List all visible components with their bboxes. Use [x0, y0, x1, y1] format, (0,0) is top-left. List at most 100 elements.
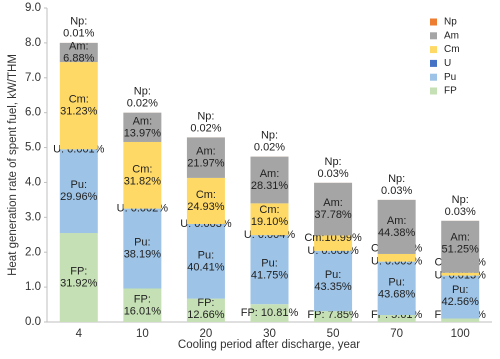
data-label-line: 0.03% — [317, 168, 348, 180]
y-tick-label: 9.0 — [25, 2, 41, 14]
y-axis-title: Heat generation rate of spent fuel, kW/T… — [7, 54, 19, 276]
legend-swatch — [430, 46, 437, 54]
data-label-line: Am: — [196, 146, 216, 158]
data-label-line: FP: — [134, 293, 151, 305]
legend-swatch — [430, 73, 437, 81]
data-label-line: Am: — [450, 231, 470, 243]
data-label-line: Cm: — [132, 163, 152, 175]
data-label-line: 6.88% — [63, 52, 94, 64]
data-label-line: Pu: — [261, 258, 278, 270]
data-label-line: FP: 10.81% — [241, 307, 299, 319]
data-label: Pu: 43.68% — [378, 276, 416, 300]
data-label-line: Pu: — [198, 249, 215, 261]
bar-segment — [123, 288, 162, 322]
legend-label: Np — [444, 17, 457, 28]
data-label-line: 24.93% — [187, 201, 225, 213]
x-tick-label: 100 — [451, 328, 470, 340]
data-label-line: 29.96% — [60, 191, 98, 203]
bar-segment — [250, 203, 289, 236]
bar-segment — [59, 233, 98, 322]
data-label: Np: 0.02% — [190, 110, 221, 134]
data-label: Pu: 42.56% — [442, 284, 480, 308]
legend-label: Am — [444, 30, 459, 41]
data-label-line: Np: — [388, 173, 405, 185]
data-label: FP: 12.66% — [187, 297, 225, 321]
data-label: Am: 44.38% — [378, 215, 416, 239]
data-label: Pu: 38.19% — [124, 236, 162, 260]
data-label-line: 0.02% — [190, 122, 221, 134]
data-label-line: Np: — [134, 86, 151, 98]
data-label: Cm: 31.23% — [60, 94, 98, 118]
bar-segment — [314, 311, 353, 322]
y-tick-label: 0.0 — [25, 316, 41, 328]
data-label-line: Np: — [70, 15, 87, 27]
data-label: Np: 0.02% — [127, 86, 158, 110]
y-tick-label: 8.0 — [25, 37, 41, 49]
bar-segment — [59, 62, 98, 150]
data-label: FP: 10.81% — [241, 307, 299, 319]
data-label: Am: 13.97% — [124, 115, 162, 139]
data-label-line: Cm: — [259, 204, 279, 216]
data-label-line: 38.19% — [124, 248, 162, 260]
data-label: Np: 0.03% — [445, 194, 476, 218]
data-label: FP: 16.01% — [124, 293, 162, 317]
data-label-line: Np: — [197, 110, 214, 122]
data-label: Am: 28.31% — [251, 168, 289, 192]
bar-segment — [314, 250, 353, 312]
bar-segment — [186, 177, 225, 224]
data-label-line: 0.03% — [445, 206, 476, 218]
data-label-line: Pu: — [325, 269, 342, 281]
data-label: Am: 21.97% — [187, 146, 225, 170]
data-label-line: Cm: — [69, 94, 89, 106]
data-label-line: 12.66% — [187, 309, 225, 321]
data-label-line: 21.97% — [187, 158, 225, 170]
data-label-line: 42.56% — [442, 296, 480, 308]
x-tick-label: 10 — [136, 328, 149, 340]
y-tick-label: 7.0 — [25, 72, 41, 84]
data-label: Np: 0.03% — [317, 156, 348, 180]
bar-segment — [250, 304, 289, 322]
data-label-line: 31.92% — [60, 277, 98, 289]
bar-segment — [377, 261, 416, 316]
x-tick-label: 20 — [200, 328, 213, 340]
data-label-line: 0.02% — [127, 98, 158, 110]
data-label: Am: 6.88% — [63, 40, 94, 64]
legend-label: FP — [444, 86, 457, 97]
bar-segment — [377, 253, 416, 262]
bar-segment — [441, 275, 480, 319]
data-label-line: Pu: — [134, 236, 151, 248]
data-label-line: 40.41% — [187, 261, 225, 273]
data-label-line: 16.01% — [124, 305, 162, 317]
data-label: Am: 51.25% — [442, 231, 480, 255]
bar-segment — [441, 220, 480, 273]
data-label-line: 0.02% — [254, 141, 285, 153]
bar-segment — [377, 199, 416, 254]
y-tick-label: 1.0 — [25, 281, 41, 293]
data-label-line: Np: — [452, 194, 469, 206]
data-label: Np: 0.02% — [254, 129, 285, 153]
bar-segment — [250, 235, 289, 305]
y-tick-label: 2.0 — [25, 246, 41, 258]
data-label: FP: 31.92% — [60, 265, 98, 289]
data-label: Pu: 29.96% — [60, 179, 98, 203]
x-tick-label: 30 — [263, 328, 276, 340]
bar-segment — [250, 156, 289, 204]
data-label: Np: 0.01% — [63, 15, 94, 39]
data-label-line: 37.78% — [314, 209, 352, 221]
y-tick-label: 4.0 — [25, 176, 41, 188]
bar-segment — [123, 208, 162, 289]
x-tick-label: 50 — [327, 328, 340, 340]
data-label-line: Am: — [133, 115, 153, 127]
data-label-line: Pu: — [71, 179, 88, 191]
data-label: Np: 0.03% — [381, 173, 412, 197]
bar-segment — [186, 298, 225, 322]
y-tick-label: 3.0 — [25, 211, 41, 223]
data-label: Cm: 31.82% — [124, 163, 162, 187]
bar-segment — [59, 42, 98, 63]
legend-label: Cm — [444, 44, 460, 55]
data-label-line: Pu: — [388, 276, 405, 288]
data-label-line: 44.38% — [378, 227, 416, 239]
data-label-line: 0.01% — [63, 27, 94, 39]
data-label: Pu: 43.35% — [314, 269, 352, 293]
